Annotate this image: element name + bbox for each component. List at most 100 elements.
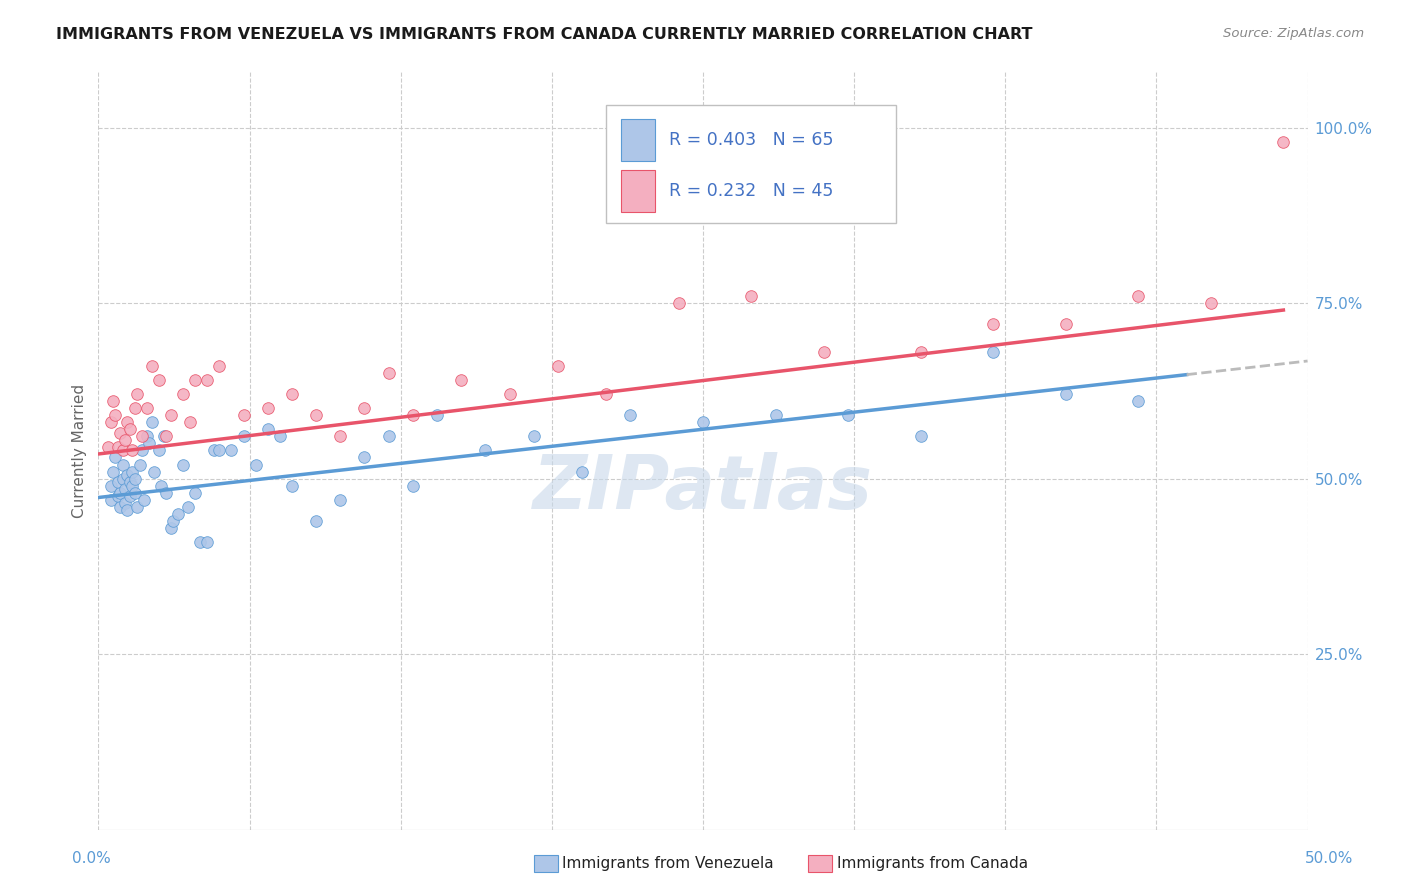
Point bbox=[117, 468, 139, 483]
Text: Immigrants from Venezuela: Immigrants from Venezuela bbox=[562, 856, 775, 871]
Point bbox=[100, 478, 122, 492]
Text: Immigrants from Canada: Immigrants from Canada bbox=[837, 856, 1028, 871]
Bar bbox=[621, 169, 655, 211]
Point bbox=[107, 489, 129, 503]
Point bbox=[305, 409, 328, 423]
Point bbox=[1128, 289, 1150, 303]
Point bbox=[740, 289, 762, 303]
Text: ZIPatlas: ZIPatlas bbox=[533, 452, 873, 524]
Point bbox=[377, 429, 399, 443]
Point bbox=[100, 492, 122, 507]
Point bbox=[111, 443, 134, 458]
Point bbox=[1128, 394, 1150, 409]
Point bbox=[162, 514, 184, 528]
Text: 0.0%: 0.0% bbox=[72, 851, 111, 865]
Text: IMMIGRANTS FROM VENEZUELA VS IMMIGRANTS FROM CANADA CURRENTLY MARRIED CORRELATIO: IMMIGRANTS FROM VENEZUELA VS IMMIGRANTS … bbox=[56, 27, 1033, 42]
Point bbox=[177, 500, 200, 514]
Point bbox=[402, 409, 425, 423]
Point bbox=[107, 475, 129, 489]
Point bbox=[114, 496, 136, 510]
Point bbox=[692, 416, 714, 430]
Point bbox=[124, 471, 146, 485]
Point bbox=[121, 478, 143, 492]
Point bbox=[148, 373, 170, 387]
Point bbox=[100, 416, 122, 430]
Bar bbox=[621, 120, 655, 161]
Point bbox=[377, 366, 399, 380]
Point bbox=[117, 503, 139, 517]
Point bbox=[232, 409, 254, 423]
Point bbox=[208, 443, 231, 458]
Point bbox=[329, 429, 352, 443]
Point bbox=[148, 443, 170, 458]
Point bbox=[765, 409, 787, 423]
Point bbox=[172, 387, 194, 401]
Point bbox=[269, 429, 291, 443]
Point bbox=[1054, 387, 1077, 401]
Point bbox=[127, 387, 149, 401]
Point bbox=[195, 534, 218, 549]
Point bbox=[353, 401, 375, 416]
Point bbox=[131, 443, 153, 458]
Point bbox=[402, 478, 425, 492]
Point bbox=[547, 359, 569, 374]
Point bbox=[127, 500, 149, 514]
Point bbox=[124, 401, 146, 416]
Point bbox=[179, 416, 201, 430]
Point bbox=[108, 500, 131, 514]
Point bbox=[134, 492, 156, 507]
Point bbox=[498, 387, 520, 401]
Point bbox=[121, 465, 143, 479]
Point bbox=[108, 485, 131, 500]
Point bbox=[138, 436, 160, 450]
Point bbox=[150, 478, 173, 492]
Point bbox=[160, 521, 183, 535]
Point bbox=[208, 359, 231, 374]
Point bbox=[281, 387, 304, 401]
Point bbox=[910, 345, 932, 359]
Point bbox=[256, 401, 278, 416]
Point bbox=[167, 507, 190, 521]
Point bbox=[1272, 135, 1295, 149]
Point bbox=[121, 443, 143, 458]
Point bbox=[837, 409, 859, 423]
Point bbox=[114, 433, 136, 447]
Point bbox=[281, 478, 304, 492]
Point bbox=[135, 401, 157, 416]
Point bbox=[668, 296, 690, 310]
Text: R = 0.403   N = 65: R = 0.403 N = 65 bbox=[669, 131, 834, 149]
Point bbox=[155, 485, 177, 500]
Point bbox=[523, 429, 546, 443]
FancyBboxPatch shape bbox=[606, 105, 897, 223]
Point bbox=[141, 359, 163, 374]
Point bbox=[184, 373, 207, 387]
Y-axis label: Currently Married: Currently Married bbox=[72, 384, 87, 517]
Point bbox=[981, 317, 1004, 331]
Point bbox=[619, 409, 641, 423]
Point bbox=[101, 394, 124, 409]
Text: Source: ZipAtlas.com: Source: ZipAtlas.com bbox=[1223, 27, 1364, 40]
Text: 50.0%: 50.0% bbox=[1305, 851, 1353, 865]
Text: R = 0.232   N = 45: R = 0.232 N = 45 bbox=[669, 182, 834, 200]
Point bbox=[245, 458, 267, 472]
Point bbox=[118, 422, 141, 436]
Point bbox=[571, 465, 593, 479]
Point bbox=[1054, 317, 1077, 331]
Point bbox=[188, 534, 211, 549]
Point bbox=[813, 345, 835, 359]
Point bbox=[305, 514, 328, 528]
Point bbox=[141, 416, 163, 430]
Point bbox=[426, 409, 449, 423]
Point bbox=[981, 345, 1004, 359]
Point bbox=[160, 409, 183, 423]
Point bbox=[111, 471, 134, 485]
Point bbox=[353, 450, 375, 465]
Point bbox=[108, 425, 131, 440]
Point bbox=[232, 429, 254, 443]
Point bbox=[1199, 296, 1222, 310]
Point bbox=[117, 416, 139, 430]
Point bbox=[910, 429, 932, 443]
Point bbox=[104, 409, 127, 423]
Point bbox=[124, 485, 146, 500]
Point bbox=[128, 458, 150, 472]
